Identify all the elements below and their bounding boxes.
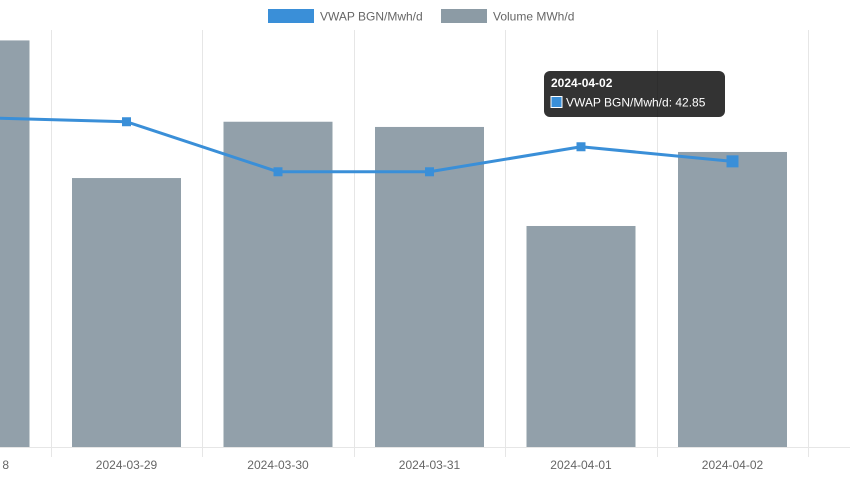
legend-label-volume: Volume MWh/d [493, 10, 574, 24]
vwap-line-series [0, 116, 739, 177]
x-tick-label: 2024-03-30 [247, 458, 309, 472]
vwap-point-2024-04-02[interactable] [726, 155, 739, 168]
vwap-point-2024-04-01[interactable] [576, 142, 586, 152]
vwap-point-2024-03-31[interactable] [425, 167, 434, 177]
x-axis: 8 2024-03-29 2024-03-30 2024-03-31 2024-04-0… [0, 447, 850, 472]
legend-swatch-volume [441, 9, 487, 23]
tooltip-label: VWAP BGN/Mwh/d: 42.85 [566, 96, 706, 110]
x-tick-label: 2024-04-01 [550, 458, 612, 472]
volume-bar-2024-03-29[interactable] [72, 178, 181, 447]
volume-bar-2024-04-01[interactable] [526, 225, 636, 447]
x-tick-label: 2024-03-29 [96, 458, 158, 472]
legend-swatch-vwap [268, 9, 314, 23]
x-tick-label: 2024-03-31 [399, 458, 461, 472]
legend-item-vwap[interactable]: VWAP BGN/Mwh/d [268, 9, 423, 24]
tooltip: 2024-04-02 VWAP BGN/Mwh/d: 42.85 [544, 71, 725, 117]
legend[interactable]: VWAP BGN/Mwh/d Volume MWh/d [268, 9, 574, 24]
x-tick-label: 2024-04-02 [702, 458, 764, 472]
legend-item-volume[interactable]: Volume MWh/d [441, 9, 574, 24]
volume-bar-2024-04-02[interactable] [678, 151, 787, 447]
x-tick-label: 8 [2, 458, 9, 472]
volume-bar-2024-03-31[interactable] [375, 126, 484, 447]
vwap-point-2024-03-30[interactable] [273, 167, 283, 177]
tooltip-title: 2024-04-02 [551, 76, 613, 90]
volume-bars [0, 40, 787, 448]
tooltip-box [544, 71, 725, 117]
volume-bar-2024-03-28[interactable] [0, 40, 30, 448]
vwap-point-2024-03-29[interactable] [122, 117, 131, 127]
tooltip-swatch [550, 96, 563, 108]
legend-label-vwap: VWAP BGN/Mwh/d [320, 10, 423, 24]
vwap-line [0, 116, 733, 174]
